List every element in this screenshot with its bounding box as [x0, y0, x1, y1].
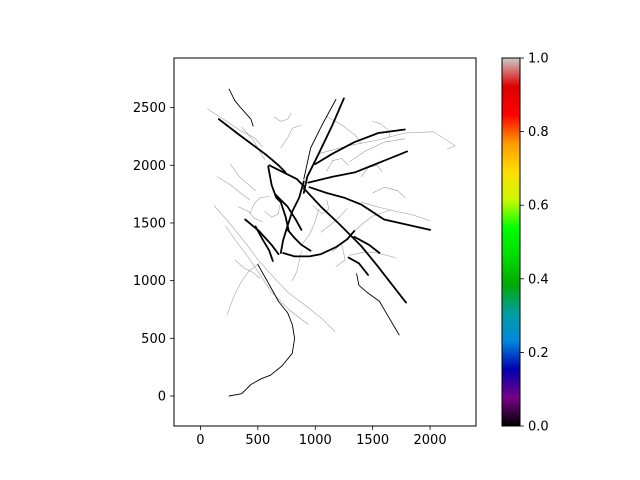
plot-network — [207, 88, 456, 397]
network-edge-minor-17 — [372, 186, 406, 198]
network-edge-minor-3 — [225, 226, 309, 325]
network-edge-major-7 — [307, 150, 409, 184]
network-edge-minor-13 — [234, 259, 261, 279]
network-edge-minor-9 — [217, 176, 251, 201]
network-edge-minor-26 — [264, 205, 280, 218]
network-edge-major-3 — [302, 97, 345, 194]
network-edge-major-12 — [286, 228, 312, 252]
network-edge-major-20 — [269, 157, 287, 174]
x-axis: 0 500 1000 1500 2000 — [196, 426, 447, 448]
network-edge-minor-19 — [326, 158, 349, 172]
network-edge-major-1 — [217, 118, 272, 160]
network-edge-minor-4 — [226, 263, 260, 316]
colorbar-tick-label-5: 1.0 — [528, 52, 549, 67]
network-edge-minor-20 — [360, 165, 383, 178]
network-edge-minor-21 — [238, 206, 263, 223]
colorbar-tick-label-4: 0.8 — [528, 125, 549, 140]
network-edge-minor-23 — [372, 121, 391, 138]
x-tick-label-2000: 2000 — [414, 433, 447, 448]
network-edge-minor-12 — [349, 251, 396, 258]
plot-area-frame — [173, 57, 477, 427]
colorbar-axis: 0.0 0.2 0.4 0.6 0.8 1.0 — [520, 52, 549, 435]
network-edge-minor-8 — [230, 163, 256, 191]
colorbar-tick-label-2: 0.4 — [528, 272, 549, 287]
network-edge-major-8 — [308, 186, 432, 231]
network-edge-minor-18 — [249, 196, 270, 214]
network-edge-major-11 — [267, 165, 290, 232]
y-tick-label-2000: 2000 — [133, 159, 166, 174]
network-edge-minor-6 — [349, 138, 406, 163]
network-edge-major-9 — [274, 193, 303, 231]
network-edge-minor-2 — [213, 205, 336, 332]
x-tick-label-1000: 1000 — [299, 433, 332, 448]
network-edge-major-17 — [353, 235, 381, 254]
network-edge-minor-25 — [332, 243, 346, 268]
network-edge-minor-1 — [207, 108, 263, 148]
network-edge-major-5 — [279, 180, 305, 254]
colorbar-tick-label-3: 0.6 — [528, 199, 549, 214]
network-edge-major-18 — [356, 273, 400, 336]
x-tick-label-0: 0 — [196, 433, 204, 448]
y-tick-label-1500: 1500 — [133, 216, 166, 231]
x-tick-label-1500: 1500 — [356, 433, 389, 448]
colorbar-frame — [501, 57, 521, 427]
colorbar-tick-label-0: 0.0 — [528, 420, 549, 435]
network-edge-minor-5 — [360, 201, 431, 221]
plot-area-background — [174, 58, 476, 426]
x-tick-label-500: 500 — [245, 433, 270, 448]
y-tick-label-1000: 1000 — [133, 274, 166, 289]
y-axis: 0 500 1000 1500 2000 2500 — [133, 101, 174, 405]
network-edge-major-19 — [347, 256, 370, 276]
y-tick-label-0: 0 — [158, 390, 166, 405]
y-tick-label-2500: 2500 — [133, 101, 166, 116]
network-edge-major-13 — [282, 230, 356, 258]
network-edge-major-15 — [244, 218, 280, 256]
network-edge-minor-7 — [241, 126, 265, 160]
network-edge-major-14 — [228, 264, 296, 397]
network-edge-major-0 — [228, 88, 254, 127]
network-edge-major-6 — [302, 187, 407, 304]
network-edge-major-4 — [303, 99, 337, 180]
network-edge-minor-15 — [301, 208, 319, 246]
network-edge-major-2 — [268, 164, 306, 189]
network-edge-minor-11 — [354, 210, 391, 232]
colorbar-tick-label-1: 0.2 — [528, 346, 549, 361]
network-edge-major-16 — [254, 225, 274, 262]
network-edge-minor-24 — [273, 113, 292, 122]
network-edge-major-10 — [314, 128, 406, 166]
y-tick-label-500: 500 — [141, 332, 166, 347]
colorbar — [502, 58, 520, 426]
network-edge-minor-22 — [280, 124, 302, 149]
